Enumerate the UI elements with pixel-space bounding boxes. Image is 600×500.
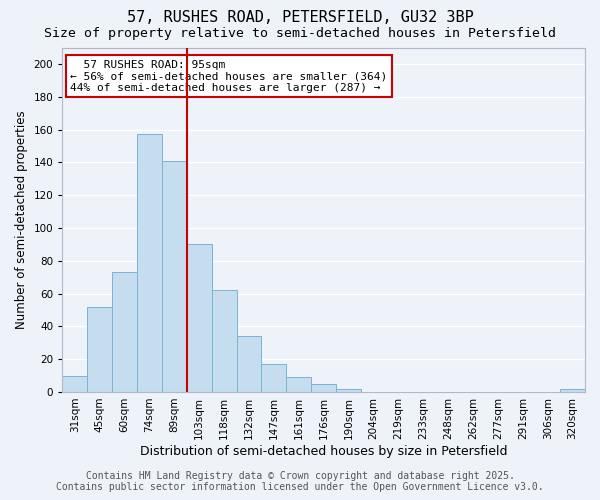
Text: 57, RUSHES ROAD, PETERSFIELD, GU32 3BP: 57, RUSHES ROAD, PETERSFIELD, GU32 3BP [127,10,473,25]
Bar [187,244,212,392]
Text: Contains HM Land Registry data © Crown copyright and database right 2025.
Contai: Contains HM Land Registry data © Crown c… [56,471,544,492]
Bar [236,336,262,392]
Bar [262,364,286,392]
Bar [311,384,336,392]
Bar [286,377,311,392]
Text: Size of property relative to semi-detached houses in Petersfield: Size of property relative to semi-detach… [44,28,556,40]
Bar [336,388,361,392]
Text: 57 RUSHES ROAD: 95sqm  
← 56% of semi-detached houses are smaller (364)
44% of s: 57 RUSHES ROAD: 95sqm ← 56% of semi-deta… [70,60,388,93]
Bar [162,160,187,392]
X-axis label: Distribution of semi-detached houses by size in Petersfield: Distribution of semi-detached houses by … [140,444,508,458]
Bar [87,306,112,392]
Bar [112,272,137,392]
Y-axis label: Number of semi-detached properties: Number of semi-detached properties [15,110,28,329]
Bar [137,134,162,392]
Bar [212,290,236,392]
Bar [560,388,585,392]
Bar [62,376,87,392]
